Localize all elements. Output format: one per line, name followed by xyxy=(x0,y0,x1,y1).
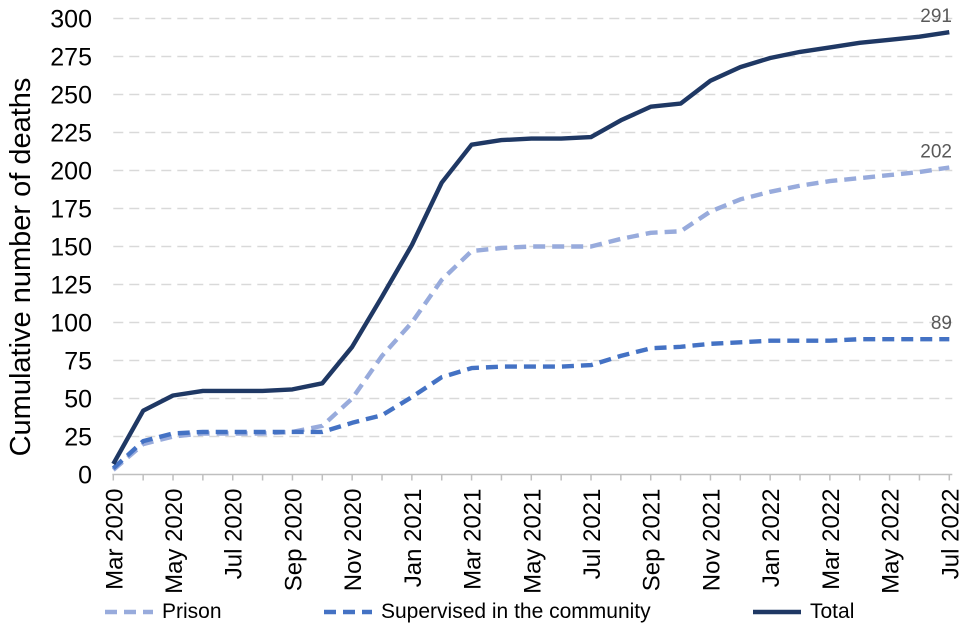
total-line-swatch xyxy=(753,609,801,615)
x-tick-label: May 2020 xyxy=(161,489,188,594)
series-line-0 xyxy=(111,165,950,472)
legend-label-prison: Prison xyxy=(162,600,222,623)
y-tick-label: 250 xyxy=(50,82,92,110)
prison-line-swatch xyxy=(105,609,153,615)
x-tick-label: Nov 2021 xyxy=(698,489,725,592)
y-tick-label: 275 xyxy=(50,44,92,72)
legend-item-total: Total xyxy=(752,600,854,624)
series-line-1 xyxy=(111,337,950,471)
y-tick-label: 25 xyxy=(64,424,92,452)
legend-item-prison: Prison xyxy=(104,600,222,624)
x-tick-label: Jul 2021 xyxy=(579,489,606,580)
legend-item-community: Supervised in the community xyxy=(323,600,651,624)
x-tick-label: Jan 2021 xyxy=(400,489,427,588)
y-tick-label: 0 xyxy=(78,462,92,490)
legend: Prison Supervised in the community Total xyxy=(0,600,960,636)
community-line-swatch xyxy=(324,609,372,615)
x-tick-label: May 2021 xyxy=(519,489,546,594)
y-tick-label: 50 xyxy=(64,386,92,414)
series-end-label-2: 291 xyxy=(920,6,952,27)
x-tick-label: Mar 2021 xyxy=(460,488,487,589)
plot-area: 0 25 50 75 100 125 150 175 200 225 250 275 300 Mar 20… xyxy=(50,6,960,594)
x-tick-label: Sep 2020 xyxy=(280,489,307,592)
legend-label-total: Total xyxy=(810,600,855,623)
x-tick-label: Nov 2020 xyxy=(340,489,367,592)
x-tick-label: Jul 2022 xyxy=(937,489,960,580)
y-tick-label: 150 xyxy=(50,234,92,262)
x-tick-label: Mar 2020 xyxy=(101,489,128,590)
y-tick-label: 125 xyxy=(50,272,92,300)
series-end-label-0: 202 xyxy=(920,141,952,162)
y-tick-label: 175 xyxy=(50,196,92,224)
legend-label-community: Supervised in the community xyxy=(381,600,651,623)
x-tick-label: Jul 2020 xyxy=(221,489,248,580)
series-end-label-1: 89 xyxy=(931,313,952,334)
x-tick-label: Mar 2022 xyxy=(818,489,845,590)
x-tick-label: Sep 2021 xyxy=(639,489,666,592)
x-tick-label: May 2022 xyxy=(878,489,905,594)
y-tick-label: 300 xyxy=(50,6,92,34)
y-tick-label: 100 xyxy=(50,310,92,338)
series-line-2 xyxy=(111,30,950,465)
y-tick-label: 225 xyxy=(50,120,92,148)
y-tick-label: 200 xyxy=(50,158,92,186)
y-tick-label: 75 xyxy=(64,348,92,376)
x-tick-label: Jan 2022 xyxy=(758,489,785,588)
